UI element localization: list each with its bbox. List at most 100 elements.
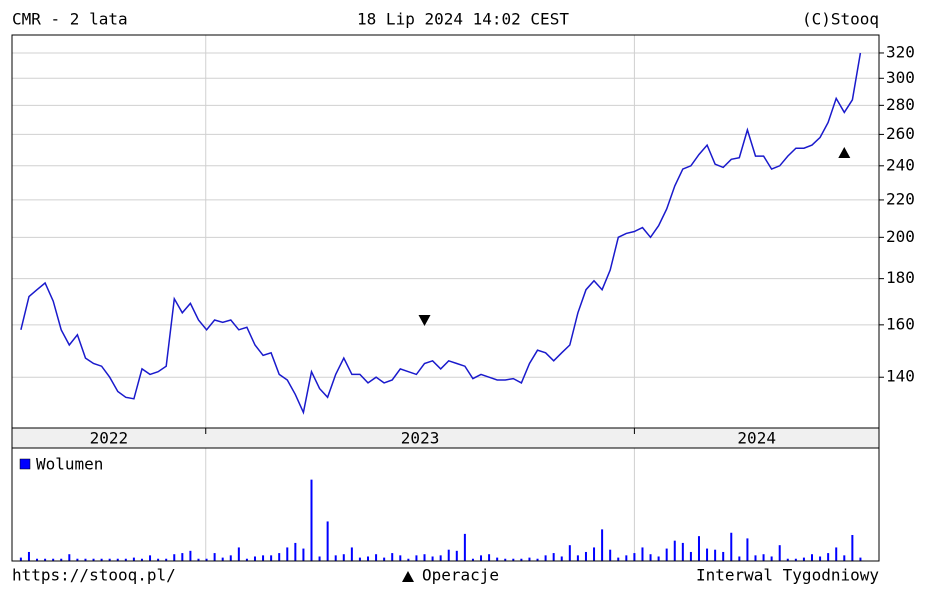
volume-bar: [318, 556, 321, 561]
year-band: [12, 428, 879, 448]
volume-bar: [19, 557, 22, 561]
volume-bar: [100, 558, 103, 561]
volume-bar: [391, 553, 394, 561]
volume-bar: [221, 557, 224, 561]
volume-bar: [625, 555, 628, 561]
volume-bar: [794, 558, 797, 561]
volume-bar: [124, 558, 127, 561]
volume-bar: [237, 547, 240, 561]
legend-label: Wolumen: [36, 455, 103, 474]
y-tick-label: 240: [886, 155, 915, 174]
volume-bar: [375, 554, 378, 561]
volume-bar: [657, 556, 660, 561]
y-tick-label: 200: [886, 227, 915, 246]
volume-bar: [270, 555, 273, 561]
volume-bar: [229, 555, 232, 561]
volume-bar: [649, 554, 652, 561]
volume-bar: [754, 555, 757, 561]
volume-bar: [471, 558, 474, 561]
volume-bar: [722, 551, 725, 561]
volume-bar: [108, 558, 111, 561]
volume-bar: [286, 547, 289, 561]
volume-bar: [786, 558, 789, 561]
volume-bar: [415, 555, 418, 561]
volume-bar: [399, 555, 402, 561]
volume-bar: [665, 548, 668, 561]
volume-bar: [407, 558, 410, 561]
volume-bar: [447, 549, 450, 561]
volume-bar: [27, 551, 30, 561]
volume-bar: [488, 554, 491, 561]
volume-bar: [536, 558, 539, 561]
volume-bar: [92, 558, 95, 561]
interval: Interwal Tygodniowy: [696, 566, 879, 585]
volume-bar: [528, 557, 531, 561]
volume-bar: [423, 554, 426, 561]
year-label: 2023: [401, 429, 440, 448]
volume-bar: [827, 553, 830, 561]
volume-bar: [512, 558, 515, 561]
volume-bar: [544, 555, 547, 561]
volume-bar: [205, 558, 208, 561]
volume-bar: [140, 558, 143, 561]
volume-bar: [593, 547, 596, 561]
volume-bar: [455, 550, 458, 561]
volume-bar: [552, 553, 555, 561]
volume-bar: [463, 533, 466, 561]
volume-bar: [746, 538, 749, 561]
price-line: [20, 52, 862, 415]
volume-bar: [439, 555, 442, 561]
volume-bar: [181, 553, 184, 561]
volume-bar: [431, 556, 434, 561]
volume-bar: [310, 479, 313, 561]
volume-bar: [568, 545, 571, 561]
volume-bar: [213, 553, 216, 561]
volume-bar: [262, 555, 265, 561]
operations-label: Operacje: [422, 566, 499, 585]
legend-swatch: [19, 458, 31, 470]
credit: (C)Stooq: [802, 10, 879, 29]
volume-bar: [294, 542, 297, 561]
volume-bar: [149, 555, 152, 561]
volume-bar: [60, 558, 63, 561]
y-tick-label: 160: [886, 314, 915, 333]
volume-bar: [689, 551, 692, 561]
source[interactable]: https://stooq.pl/: [12, 566, 176, 585]
volume-bar: [738, 556, 741, 561]
year-label: 2022: [90, 429, 129, 448]
volume-bar: [584, 551, 587, 561]
panel-border: [11, 447, 880, 562]
volume-bar: [197, 558, 200, 561]
y-tick-label: 140: [886, 367, 915, 386]
volume-bar: [358, 557, 361, 561]
volume-bar: [641, 547, 644, 561]
volume-bar: [350, 547, 353, 561]
volume-bar: [576, 555, 579, 561]
volume-bar: [520, 558, 523, 561]
volume-bar: [334, 555, 337, 561]
volume-bar: [697, 536, 700, 561]
volume-bar: [367, 556, 370, 561]
volume-bar: [819, 556, 822, 561]
y-tick-label: 300: [886, 68, 915, 87]
y-tick-label: 320: [886, 42, 915, 61]
volume-bar: [633, 553, 636, 561]
volume-bar: [157, 558, 160, 561]
volume-bar: [617, 557, 620, 561]
volume-bar: [730, 532, 733, 561]
volume-bar: [496, 557, 499, 561]
chart-title: CMR - 2 lata: [12, 10, 128, 29]
y-tick-label: 220: [886, 189, 915, 208]
y-tick-label: 260: [886, 124, 915, 143]
volume-bar: [810, 554, 813, 561]
volume-bar: [778, 545, 781, 561]
volume-bar: [36, 558, 39, 561]
volume-bar: [132, 557, 135, 561]
signal-marker: [838, 146, 851, 158]
volume-bar: [480, 555, 483, 561]
volume-bar: [681, 542, 684, 561]
volume-bar: [68, 554, 71, 561]
volume-bar: [278, 553, 281, 561]
